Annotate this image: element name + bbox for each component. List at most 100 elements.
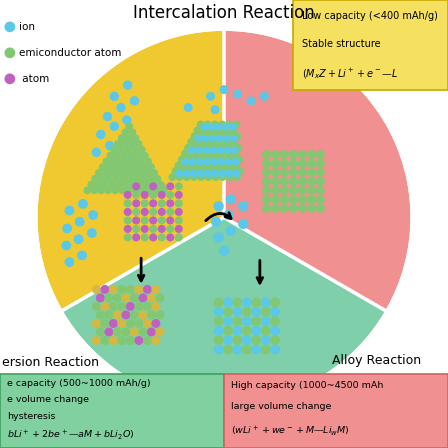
Text: large volume change: large volume change	[231, 402, 331, 411]
Circle shape	[141, 225, 149, 233]
Circle shape	[132, 186, 140, 194]
Circle shape	[113, 310, 122, 319]
Circle shape	[121, 310, 130, 319]
Circle shape	[209, 135, 216, 142]
Circle shape	[230, 135, 238, 142]
Circle shape	[251, 326, 261, 336]
Circle shape	[104, 293, 113, 302]
Circle shape	[4, 73, 15, 84]
Circle shape	[289, 150, 298, 159]
Circle shape	[113, 293, 122, 302]
Circle shape	[182, 161, 190, 169]
Circle shape	[96, 310, 105, 319]
Circle shape	[262, 177, 271, 186]
Circle shape	[116, 158, 124, 165]
Circle shape	[271, 186, 280, 195]
Circle shape	[218, 161, 226, 169]
Circle shape	[92, 147, 101, 157]
Circle shape	[233, 121, 241, 129]
Circle shape	[175, 191, 183, 199]
Circle shape	[138, 310, 147, 319]
Circle shape	[140, 175, 147, 182]
Circle shape	[242, 307, 252, 317]
Circle shape	[202, 146, 210, 154]
Circle shape	[270, 316, 280, 326]
Circle shape	[65, 206, 74, 215]
Circle shape	[166, 208, 174, 216]
Text: emiconductor atom: emiconductor atom	[19, 48, 121, 58]
Circle shape	[238, 201, 248, 211]
Circle shape	[175, 208, 183, 216]
Circle shape	[226, 194, 236, 204]
Text: $(M_xZ+Li^++e^- — L$: $(M_xZ+Li^++e^- — L$	[302, 67, 398, 82]
Circle shape	[158, 233, 166, 241]
Circle shape	[138, 158, 145, 165]
Circle shape	[112, 186, 119, 194]
Circle shape	[211, 121, 219, 129]
Circle shape	[224, 146, 232, 154]
Circle shape	[225, 158, 233, 166]
Circle shape	[91, 175, 99, 182]
Circle shape	[316, 150, 325, 159]
Circle shape	[214, 316, 224, 326]
Circle shape	[233, 90, 242, 99]
Circle shape	[289, 195, 298, 204]
Circle shape	[219, 170, 226, 177]
Circle shape	[211, 173, 220, 181]
Circle shape	[158, 216, 166, 224]
Circle shape	[141, 182, 149, 190]
Circle shape	[125, 122, 133, 130]
Circle shape	[261, 345, 271, 354]
Circle shape	[4, 22, 15, 32]
Circle shape	[261, 297, 271, 307]
Circle shape	[77, 250, 87, 260]
Circle shape	[98, 186, 105, 194]
Circle shape	[117, 146, 125, 154]
Circle shape	[271, 204, 280, 213]
Circle shape	[242, 297, 252, 307]
Circle shape	[222, 126, 230, 134]
Circle shape	[104, 186, 112, 194]
Circle shape	[197, 121, 205, 129]
Circle shape	[157, 181, 164, 188]
Wedge shape	[36, 29, 412, 311]
Circle shape	[154, 175, 161, 182]
Circle shape	[218, 158, 225, 166]
Circle shape	[141, 216, 149, 224]
Circle shape	[261, 316, 271, 326]
Circle shape	[117, 336, 126, 345]
Circle shape	[280, 186, 289, 195]
Circle shape	[223, 138, 231, 146]
Circle shape	[231, 146, 239, 154]
Circle shape	[99, 164, 107, 171]
Circle shape	[227, 144, 235, 152]
Circle shape	[126, 302, 135, 311]
Circle shape	[280, 204, 289, 213]
Text: Stable structure: Stable structure	[302, 39, 380, 49]
Circle shape	[260, 92, 269, 101]
Text: e volume change: e volume change	[7, 395, 89, 404]
Circle shape	[214, 307, 224, 317]
Wedge shape	[224, 29, 412, 311]
Circle shape	[100, 285, 109, 294]
Circle shape	[132, 182, 140, 190]
Circle shape	[280, 195, 289, 204]
Circle shape	[191, 144, 199, 152]
Circle shape	[147, 293, 156, 302]
Circle shape	[119, 135, 128, 145]
Circle shape	[262, 204, 271, 213]
Circle shape	[147, 164, 155, 171]
Circle shape	[158, 199, 166, 207]
Circle shape	[87, 181, 95, 188]
Circle shape	[214, 297, 224, 307]
Circle shape	[124, 208, 132, 216]
Circle shape	[65, 257, 74, 267]
Circle shape	[130, 169, 138, 177]
Circle shape	[223, 307, 233, 317]
Circle shape	[194, 138, 202, 146]
Text: ersion Reaction: ersion Reaction	[2, 356, 99, 370]
Circle shape	[123, 169, 130, 177]
Circle shape	[149, 182, 157, 190]
Circle shape	[121, 293, 130, 302]
Circle shape	[208, 126, 216, 134]
